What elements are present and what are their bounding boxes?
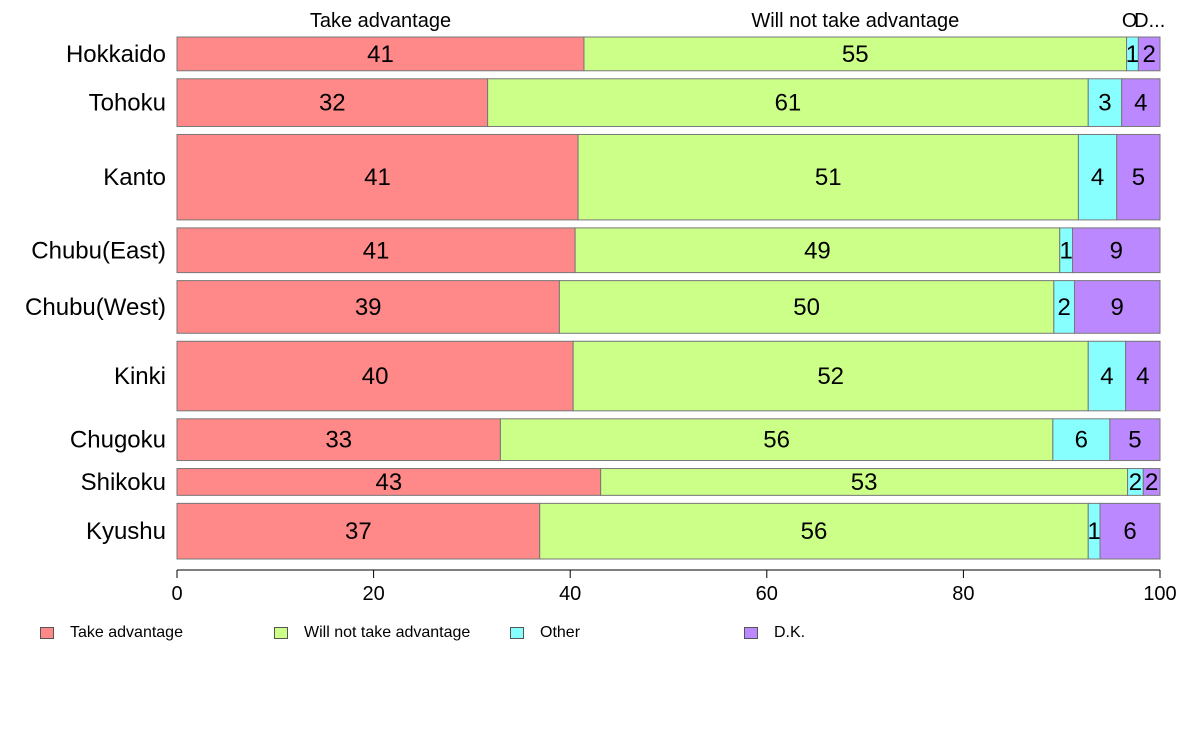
category-label: Chugoku (70, 427, 166, 454)
bar-segment (558, 280, 1055, 334)
bar-segment (1109, 418, 1161, 462)
x-tick-label: 0 (171, 583, 182, 605)
category-label: Hokkaido (66, 41, 166, 68)
legend-label: Take advantage (70, 624, 183, 641)
data-label: 37 (345, 518, 372, 545)
data-label: 52 (817, 363, 844, 390)
data-label: 9 (1110, 237, 1123, 264)
bar-segment (176, 133, 579, 221)
category-label: Kanto (103, 164, 166, 191)
bar-segment (539, 502, 1089, 560)
bar-segment (176, 468, 602, 496)
data-label: 41 (367, 41, 394, 68)
legend-item-will-not-take-advantage: Will not take advantage (274, 624, 470, 642)
top-series-label: Take advantage (310, 10, 451, 32)
data-label: 1 (1087, 518, 1100, 545)
data-label: 41 (363, 237, 390, 264)
bar-segment (176, 340, 574, 412)
data-label: 49 (804, 237, 831, 264)
bar-segment (1099, 502, 1161, 560)
data-label: 1 (1126, 41, 1139, 68)
top-series-label: D... (1134, 10, 1165, 32)
bar-segment (1077, 133, 1118, 221)
category-label: Kinki (114, 363, 166, 390)
top-series-label: O (1122, 10, 1138, 32)
legend-item-other: Other (510, 624, 580, 642)
bar-segment (1121, 78, 1161, 127)
legend-label: D.K. (774, 624, 806, 641)
bar-segment (1087, 340, 1127, 412)
legend-swatch (40, 627, 54, 639)
data-label: 39 (355, 294, 382, 321)
category-label: Tohoku (89, 90, 166, 117)
x-tick-label: 100 (1143, 583, 1176, 605)
bar-segment (176, 78, 489, 127)
legend-item-take-advantage: Take advantage (40, 624, 183, 642)
bar-segment (499, 418, 1054, 462)
x-tick-label: 20 (362, 583, 384, 605)
data-label: 1 (1059, 237, 1072, 264)
category-label: Shikoku (81, 469, 166, 496)
data-label: 56 (801, 518, 828, 545)
legend-item-dk: D.K. (744, 624, 805, 642)
data-label: 6 (1123, 518, 1136, 545)
bar-segment (176, 227, 576, 274)
data-label: 33 (325, 427, 352, 454)
data-label: 4 (1100, 363, 1113, 390)
bar-segment (1125, 340, 1161, 412)
data-label: 9 (1111, 294, 1124, 321)
bar-segment (574, 227, 1061, 274)
data-label: 4 (1091, 164, 1104, 191)
bar-segment (1072, 227, 1161, 274)
x-tick-label: 80 (952, 583, 974, 605)
legend: Take advantage Will not take advantage O… (0, 624, 1188, 644)
bar-segment (176, 280, 560, 334)
bar-segment (487, 78, 1089, 127)
data-label: 43 (375, 469, 402, 496)
legend-label: Other (540, 624, 581, 641)
data-label: 56 (763, 427, 790, 454)
bar-segment (1142, 468, 1161, 496)
x-tick-label: 40 (559, 583, 581, 605)
bar-segment (176, 36, 585, 72)
data-label: 40 (362, 363, 389, 390)
bar-segment (572, 340, 1089, 412)
bar-segment (1052, 418, 1111, 462)
bar-segment (1137, 36, 1161, 72)
category-label: Kyushu (86, 518, 166, 545)
data-label: 5 (1132, 164, 1145, 191)
x-tick-label: 60 (756, 583, 778, 605)
legend-label: Will not take advantage (304, 624, 471, 641)
data-label: 51 (815, 164, 842, 191)
data-label: 53 (851, 469, 878, 496)
bar-segment (577, 133, 1079, 221)
data-label: 32 (319, 90, 346, 117)
legend-swatch (510, 627, 524, 639)
bar-segment (1116, 133, 1161, 221)
data-label: 3 (1098, 90, 1111, 117)
data-label: 2 (1145, 469, 1158, 496)
data-label: 61 (775, 90, 802, 117)
category-label: Chubu(East) (31, 237, 166, 264)
data-label: 2 (1057, 294, 1070, 321)
data-label: 5 (1128, 427, 1141, 454)
legend-swatch (274, 627, 288, 639)
data-label: 6 (1075, 427, 1088, 454)
category-label: Chubu(West) (25, 294, 166, 321)
data-label: 2 (1143, 41, 1156, 68)
legend-swatch (744, 627, 758, 639)
data-label: 41 (364, 164, 391, 191)
bar-segment (1073, 280, 1161, 334)
data-label: 2 (1129, 469, 1142, 496)
data-label: 4 (1136, 363, 1149, 390)
data-label: 4 (1134, 90, 1147, 117)
data-label: 55 (842, 41, 869, 68)
top-series-label: Will not take advantage (751, 10, 959, 32)
bar-segment (176, 502, 541, 560)
data-label: 50 (793, 294, 820, 321)
